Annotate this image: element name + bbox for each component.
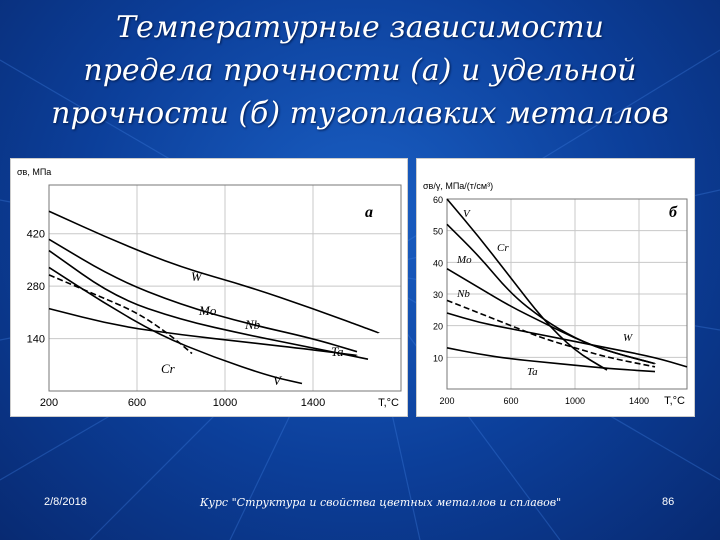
series-line-w [446, 312, 688, 368]
chart-b-svg: 200 600 1000 1400 10 20 30 40 50 60 T,°C σв/γ, МПа/… [423, 181, 688, 407]
series-label-mo: Mo [198, 303, 217, 318]
series-label-cr: Cr [161, 361, 176, 376]
series-label-nb: Nb [456, 288, 470, 300]
series-label-v: V [273, 373, 283, 388]
x-axis-label: T,°C [664, 395, 685, 407]
y-axis-label: σв, МПа [17, 167, 51, 177]
panel-letter: а [365, 204, 373, 221]
series-line-mo [446, 267, 656, 365]
y-tick-label: 60 [433, 195, 443, 205]
series-label-cr: Cr [497, 242, 509, 254]
y-tick-label: 40 [433, 258, 443, 268]
series-label-mo: Mo [456, 254, 472, 266]
series-label-w: W [623, 332, 633, 344]
panel-letter: б [669, 204, 678, 221]
title-line-1: Температурные зависимости [116, 10, 604, 45]
series-line-nb [446, 299, 656, 368]
chart-panel-a: 200 600 1000 1400 140 280 420 T,°C σв, МПа а W Mo Nb… [10, 158, 408, 417]
plot-frame [446, 198, 688, 390]
footer-course: Курс "Структура и свойства цветных метал… [200, 496, 562, 509]
chart-panel-b: 200 600 1000 1400 10 20 30 40 50 60 T,°C σв/γ, МПа/… [416, 158, 695, 417]
x-axis-label: T,°C [378, 397, 399, 409]
grid [446, 198, 687, 389]
x-tick-label: 200 [40, 397, 58, 409]
series-label-w: W [191, 269, 203, 284]
plot-frame [48, 184, 402, 392]
series-label-ta: Ta [331, 344, 344, 359]
title-line-3: прочности (б) тугоплавких металлов [51, 96, 669, 131]
series-line-ta [48, 307, 358, 357]
series-line-mo [48, 238, 358, 353]
y-axis-label: σв/γ, МПа/(т/см³) [423, 181, 493, 191]
x-tick-label: 1000 [213, 397, 237, 409]
series-label-nb: Nb [244, 317, 261, 332]
series-line-v [48, 266, 303, 385]
y-tick-label: 10 [433, 353, 443, 363]
series-label-ta: Ta [527, 366, 538, 378]
y-tick-label: 420 [27, 229, 45, 241]
slide-title: Температурные зависимости предела прочно… [0, 6, 720, 135]
x-tick-label: 600 [128, 397, 146, 409]
y-tick-label: 30 [433, 290, 443, 300]
y-tick-label: 50 [433, 227, 443, 237]
series-label-v: V [463, 208, 471, 220]
y-tick-label: 280 [27, 281, 45, 293]
footer-page-number: 86 [662, 496, 675, 508]
x-tick-label: 1400 [301, 397, 325, 409]
x-tick-label: 1000 [565, 396, 585, 406]
x-tick-label: 200 [439, 396, 454, 406]
series-line-w [48, 210, 380, 334]
series-line-cr [48, 274, 193, 355]
y-tick-label: 140 [27, 334, 45, 346]
title-line-2: предела прочности (а) и удельной [83, 53, 637, 88]
chart-a-svg: 200 600 1000 1400 140 280 420 T,°C σв, МПа а W Mo Nb… [17, 167, 402, 409]
x-tick-label: 1400 [629, 396, 649, 406]
y-tick-label: 20 [433, 322, 443, 332]
series-line-v [446, 198, 608, 371]
x-tick-label: 600 [503, 396, 518, 406]
series-line-ta [446, 347, 656, 373]
footer-date: 2/8/2018 [44, 496, 87, 508]
